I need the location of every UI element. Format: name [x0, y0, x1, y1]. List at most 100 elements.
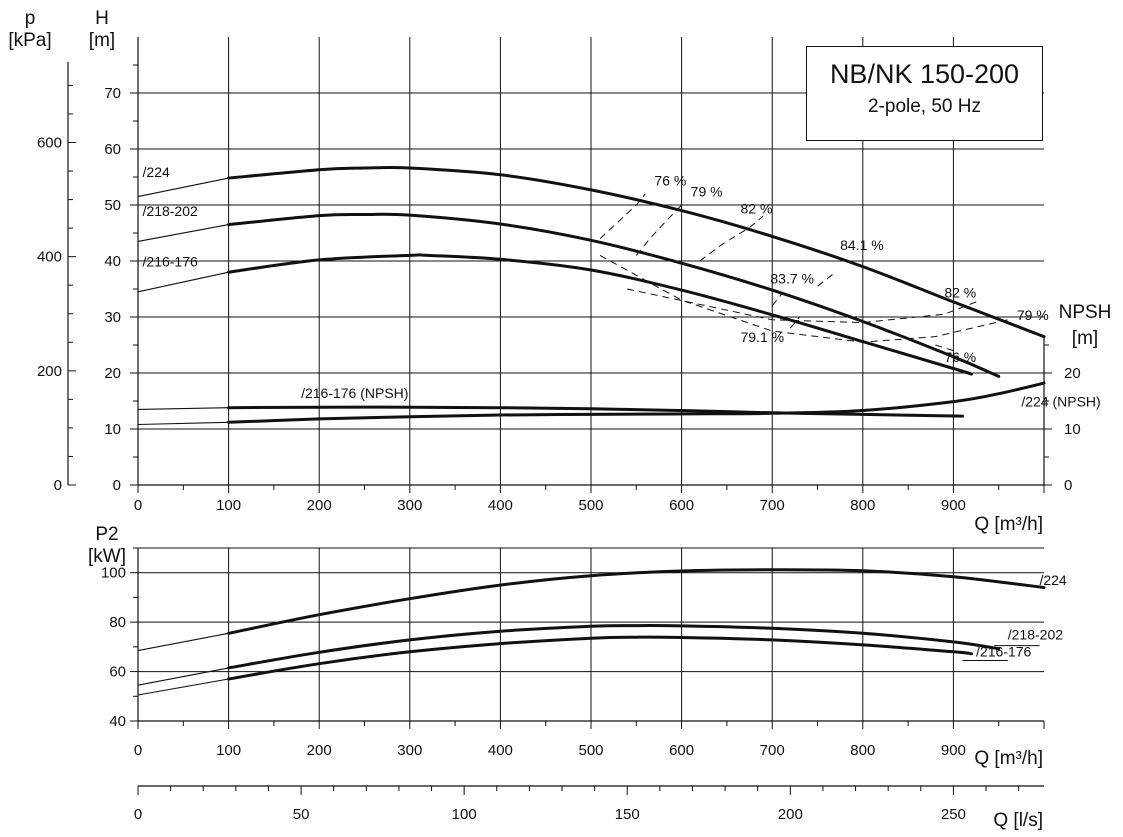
flow-ls-axis: [137, 785, 1044, 795]
x-tick-label: 200: [307, 497, 332, 514]
efficiency-label: 84.1 %: [840, 237, 884, 253]
efficiency-contour: [771, 294, 782, 307]
x-tick-label: 500: [578, 497, 603, 514]
title-box: NB/NK 150-200 2-pole, 50 Hz: [806, 46, 1043, 141]
npsh-axis-label: NPSH [m]: [1059, 302, 1112, 349]
x-tick-label: 500: [578, 742, 603, 759]
series-label-224-npsh: /224 (NPSH): [1021, 394, 1100, 410]
chart-subtitle: 2-pole, 50 Hz: [867, 96, 981, 117]
x-tick-label: 300: [397, 742, 422, 759]
series-label-224: /224: [143, 164, 170, 180]
x-tick-label: 0: [134, 742, 142, 759]
p-tick-label: 200: [37, 363, 62, 380]
head-x-axis-label: Q [m³/h]: [974, 514, 1043, 535]
efficiency-contour: [789, 316, 800, 329]
h-axis-label: H [m]: [89, 8, 115, 51]
npsh-tick-label: 0: [1064, 477, 1072, 494]
efficiency-contour: [627, 288, 981, 324]
series-line-218-202-extension: [137, 667, 229, 686]
p2-tick-label: 100: [101, 565, 126, 582]
efficiency-label: 79 %: [691, 184, 723, 200]
efficiency-contour: [699, 215, 764, 262]
h-tick-label: 40: [104, 253, 121, 270]
chart-title: NB/NK 150-200: [829, 59, 1020, 89]
series-line-224-extension: [137, 632, 229, 652]
npsh-tick-label: 10: [1064, 421, 1081, 438]
h-tick-label: 50: [104, 197, 121, 214]
x-tick-label: 900: [941, 497, 966, 514]
x-tick-label: 400: [488, 497, 513, 514]
series-line-224-extension: [137, 177, 229, 198]
ls-tick-label: 250: [941, 806, 966, 823]
x-tick-label: 700: [760, 742, 785, 759]
x-tick-label: 100: [216, 742, 241, 759]
efficiency-label: 76 %: [944, 349, 976, 365]
ls-axis-label: Q [l/s]: [993, 810, 1043, 831]
efficiency-label: 79.1 %: [740, 329, 784, 345]
ls-tick-label: 200: [778, 806, 803, 823]
efficiency-contour: [635, 204, 682, 256]
series-line-224: [227, 165, 1046, 339]
p2-tick-label: 80: [109, 614, 126, 631]
p-tick-label: 400: [37, 249, 62, 266]
power-panel: [130, 547, 1046, 729]
p2-tick-label: 60: [109, 664, 126, 681]
p2-tick-label: 40: [109, 713, 126, 730]
x-tick-label: 800: [850, 742, 875, 759]
efficiency-contour: [817, 271, 836, 287]
series-label-224: /224: [1039, 572, 1066, 588]
series-line-224-npsh: [227, 381, 1046, 424]
p-tick-label: 600: [37, 134, 62, 151]
x-tick-label: 600: [669, 742, 694, 759]
series-label-216-176-npsh: /216-176 (NPSH): [301, 385, 408, 401]
efficiency-label: 82 %: [944, 284, 976, 300]
series-label-218-202: /218-202: [1008, 626, 1063, 642]
efficiency-contour: [599, 193, 646, 239]
x-tick-label: 400: [488, 742, 513, 759]
efficiency-contour: [599, 254, 1008, 343]
x-tick-label: 600: [669, 497, 694, 514]
x-tick-label: 200: [307, 742, 332, 759]
x-tick-label: 100: [216, 497, 241, 514]
power-x-axis-label: Q [m³/h]: [974, 748, 1043, 769]
h-tick-label: 0: [113, 477, 121, 494]
series-label-218-202: /218-202: [143, 203, 198, 219]
x-tick-label: 800: [850, 497, 875, 514]
x-tick-label: 900: [941, 742, 966, 759]
p-axis-label: p [kPa]: [8, 8, 51, 51]
series-line-216-176: [227, 253, 973, 376]
efficiency-label: 76 %: [654, 172, 686, 188]
head-panel: [67, 37, 1052, 493]
h-tick-label: 70: [104, 85, 121, 102]
series-line-216-176: [227, 635, 973, 681]
series-line-216-176-npsh-extension: [137, 407, 229, 410]
ls-tick-label: 150: [615, 806, 640, 823]
efficiency-label: 82 %: [740, 200, 772, 216]
series-line-218-202: [227, 624, 1001, 670]
series-label-216-176: /216-176: [976, 644, 1031, 660]
h-tick-label: 20: [104, 365, 121, 382]
p-tick-label: 0: [54, 477, 62, 494]
ls-tick-label: 0: [134, 806, 142, 823]
series-line-216-176-extension: [137, 271, 229, 293]
x-tick-label: 300: [397, 497, 422, 514]
x-tick-label: 0: [134, 497, 142, 514]
p2-axis-label: P2 [kW]: [88, 524, 126, 567]
series-line-216-176-npsh: [227, 405, 964, 418]
efficiency-label: 79 %: [1017, 307, 1049, 323]
series-line-218-202-extension: [137, 224, 229, 242]
series-line-218-202: [227, 212, 1001, 378]
series-label-216-176: /216-176: [143, 254, 198, 270]
h-tick-label: 10: [104, 421, 121, 438]
ls-tick-label: 100: [452, 806, 477, 823]
efficiency-contour: [935, 344, 954, 352]
ls-tick-label: 50: [293, 806, 310, 823]
efficiency-label: 83.7 %: [770, 270, 814, 286]
series-line-216-176-extension: [137, 678, 229, 696]
h-tick-label: 60: [104, 141, 121, 158]
series-line-224-npsh-extension: [137, 421, 229, 426]
npsh-tick-label: 20: [1064, 365, 1081, 382]
h-tick-label: 30: [104, 309, 121, 326]
